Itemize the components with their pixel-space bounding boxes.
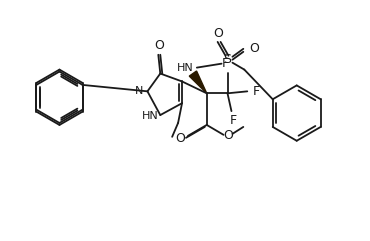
Text: N: N	[135, 86, 144, 96]
Text: F: F	[222, 57, 229, 70]
Text: O: O	[249, 42, 259, 55]
Text: O: O	[223, 129, 233, 142]
Text: F: F	[253, 85, 260, 98]
Text: O: O	[213, 27, 223, 40]
Text: S: S	[223, 53, 232, 66]
Text: HN: HN	[142, 111, 159, 121]
Text: F: F	[230, 114, 237, 127]
Text: O: O	[175, 132, 185, 145]
Polygon shape	[189, 71, 207, 93]
Text: O: O	[154, 39, 164, 52]
Text: HN: HN	[176, 63, 194, 73]
